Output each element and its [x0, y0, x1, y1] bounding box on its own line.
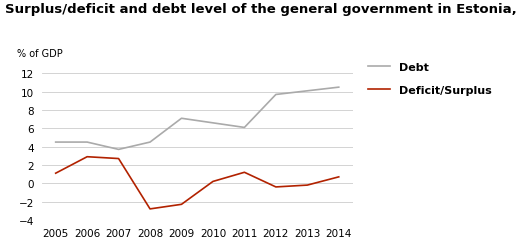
Text: % of GDP: % of GDP: [17, 49, 62, 59]
Line: Debt: Debt: [56, 88, 339, 150]
Debt: [179, 117, 185, 120]
Deficit/Surplus: [304, 184, 310, 187]
Debt: [241, 126, 248, 130]
Debt: [304, 90, 310, 93]
Debt: [273, 94, 279, 96]
Deficit/Surplus: [273, 186, 279, 189]
Debt: [115, 148, 121, 151]
Deficit/Surplus: [336, 176, 342, 179]
Deficit/Surplus: [115, 158, 121, 160]
Debt: [52, 141, 59, 144]
Text: Surplus/deficit and debt level of the general government in Estonia, 2005–2014: Surplus/deficit and debt level of the ge…: [5, 2, 519, 16]
Debt: [336, 86, 342, 89]
Debt: [147, 141, 153, 144]
Debt: [84, 141, 90, 144]
Deficit/Surplus: [210, 180, 216, 183]
Legend: Debt, Deficit/Surplus: Debt, Deficit/Surplus: [368, 63, 491, 96]
Deficit/Surplus: [84, 156, 90, 158]
Deficit/Surplus: [52, 172, 59, 175]
Debt: [210, 122, 216, 125]
Line: Deficit/Surplus: Deficit/Surplus: [56, 157, 339, 209]
Deficit/Surplus: [179, 203, 185, 206]
Deficit/Surplus: [241, 171, 248, 174]
Deficit/Surplus: [147, 208, 153, 210]
